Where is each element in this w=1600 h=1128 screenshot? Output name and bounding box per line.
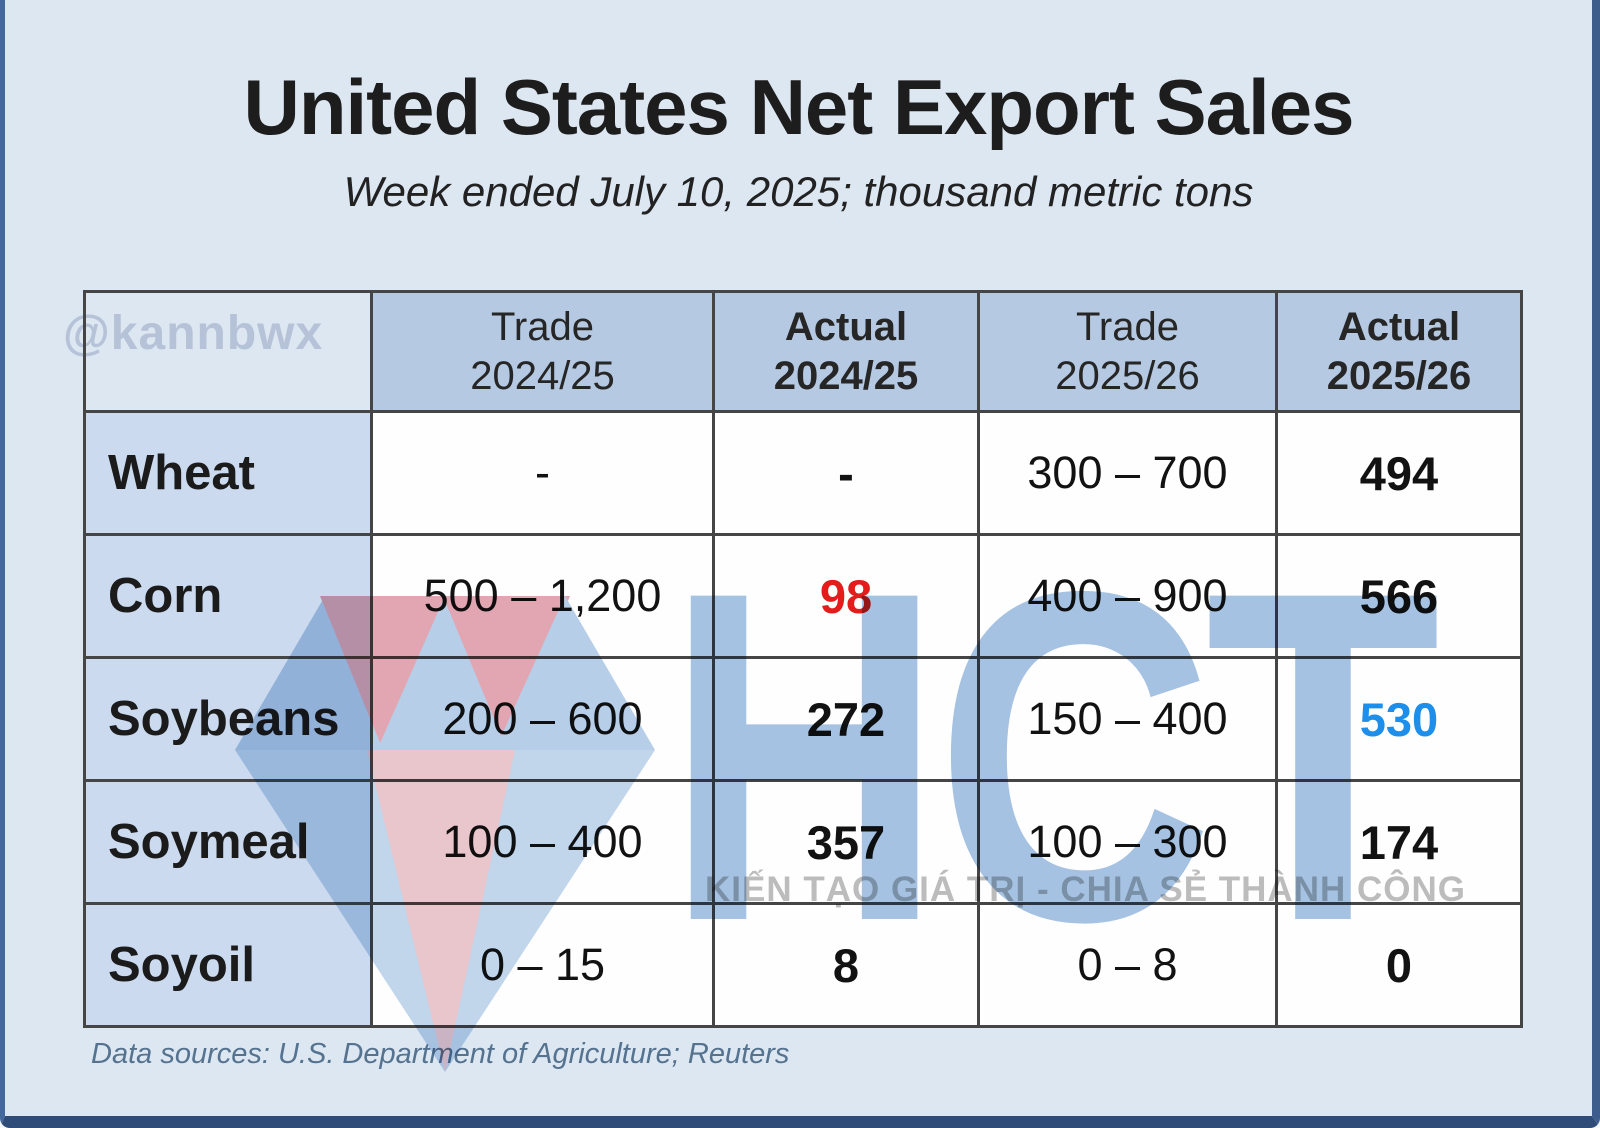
row-label-wheat: Wheat [83, 410, 373, 536]
header-line1: Trade [1075, 304, 1179, 349]
soybeans-actual-2024-25: 272 [712, 656, 980, 782]
table-row-soyoil: Soyoil 0 – 15 8 0 – 8 0 [83, 902, 1523, 1028]
table-row-corn: Corn 500 – 1,200 98 400 – 900 566 [83, 533, 1523, 659]
page-subtitle: Week ended July 10, 2025; thousand metri… [343, 168, 1254, 215]
corn-actual-2025-26: 566 [1275, 533, 1523, 659]
header-line2: 2025/26 [1326, 353, 1472, 398]
header-line1: Trade [490, 304, 594, 349]
row-label-soyoil: Soyoil [83, 902, 373, 1028]
header-line1: Actual [784, 304, 908, 349]
table-row-wheat: Wheat - - 300 – 700 494 [83, 410, 1523, 536]
soybeans-trade-2025-26: 150 – 400 [977, 656, 1278, 782]
row-label-corn: Corn [83, 533, 373, 659]
header-trade-2024-25: Trade 2024/25 [370, 290, 715, 413]
soymeal-trade-2024-25: 100 – 400 [370, 779, 715, 905]
export-sales-table: Trade 2024/25 Actual 2024/25 Trade 2025/… [83, 290, 1523, 1028]
soymeal-actual-2024-25: 357 [712, 779, 980, 905]
soybeans-trade-2024-25: 200 – 600 [370, 656, 715, 782]
row-label-soybeans: Soybeans [83, 656, 373, 782]
soyoil-trade-2025-26: 0 – 8 [977, 902, 1278, 1028]
soyoil-actual-2025-26: 0 [1275, 902, 1523, 1028]
soymeal-actual-2025-26: 174 [1275, 779, 1523, 905]
wheat-actual-2024-25: - [712, 410, 980, 536]
table-header-row: Trade 2024/25 Actual 2024/25 Trade 2025/… [83, 290, 1523, 413]
corn-trade-2024-25: 500 – 1,200 [370, 533, 715, 659]
table-row-soybeans: Soybeans 200 – 600 272 150 – 400 530 [83, 656, 1523, 782]
data-sources-note: Data sources: U.S. Department of Agricul… [91, 1038, 790, 1070]
header-line2: 2024/25 [470, 353, 615, 398]
table-row-soymeal: Soymeal 100 – 400 357 100 – 300 174 [83, 779, 1523, 905]
page-title: United States Net Export Sales [243, 63, 1355, 151]
wheat-trade-2024-25: - [370, 410, 715, 536]
corn-trade-2025-26: 400 – 900 [977, 533, 1278, 659]
header-actual-2025-26: Actual 2025/26 [1275, 290, 1523, 413]
header-trade-2025-26: Trade 2025/26 [977, 290, 1278, 413]
header-line2: 2024/25 [773, 353, 919, 398]
soybeans-actual-2025-26: 530 [1275, 656, 1523, 782]
row-label-soymeal: Soymeal [83, 779, 373, 905]
header-actual-2024-25: Actual 2024/25 [712, 290, 980, 413]
corn-actual-2024-25: 98 [712, 533, 980, 659]
soyoil-actual-2024-25: 8 [712, 902, 980, 1028]
header-line2: 2025/26 [1055, 353, 1200, 398]
wheat-actual-2025-26: 494 [1275, 410, 1523, 536]
wheat-trade-2025-26: 300 – 700 [977, 410, 1278, 536]
soyoil-trade-2024-25: 0 – 15 [370, 902, 715, 1028]
header-line1: Actual [1337, 304, 1461, 349]
corner-cell [83, 290, 373, 413]
soymeal-trade-2025-26: 100 – 300 [977, 779, 1278, 905]
